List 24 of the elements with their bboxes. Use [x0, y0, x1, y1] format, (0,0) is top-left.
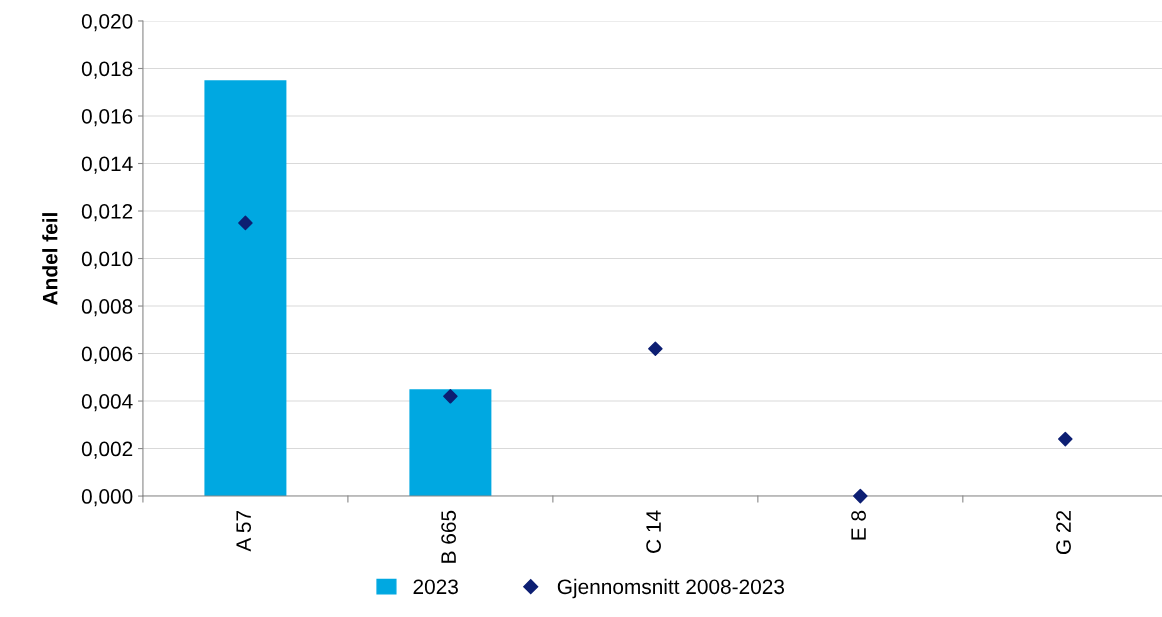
x-tick-label: C 14: [646, 510, 661, 553]
y-tick-label: 0,000: [81, 489, 133, 507]
legend-label: 2023: [413, 579, 458, 595]
point: [443, 389, 458, 404]
y-tick-label: 0,008: [81, 299, 133, 317]
x-tick-label: G 22: [1056, 511, 1071, 555]
y-tick-label: 0,010: [81, 251, 133, 269]
x-tick-label: A 57: [236, 511, 252, 552]
legend-label: Gjennomsnitt 2008-2023: [557, 578, 785, 599]
y-tick-label: 0,012: [81, 204, 133, 222]
point: [853, 488, 868, 504]
y-tick-label: 0,002: [81, 441, 133, 459]
y-tick-label: 0,004: [81, 394, 133, 412]
y-axis-title: Andel feil: [42, 213, 58, 305]
x-tick-label: E 8: [851, 510, 866, 540]
point: [1058, 431, 1073, 447]
y-tick-label: 0,018: [81, 61, 133, 79]
x-tick-label: B 665: [441, 510, 456, 563]
y-tick-label: 0,006: [81, 346, 133, 364]
y-tick-label: 0,020: [81, 13, 133, 32]
point: [238, 215, 253, 231]
point: [648, 341, 663, 357]
y-tick-label: 0,014: [81, 156, 133, 174]
y-tick-label: 0,016: [81, 109, 133, 127]
